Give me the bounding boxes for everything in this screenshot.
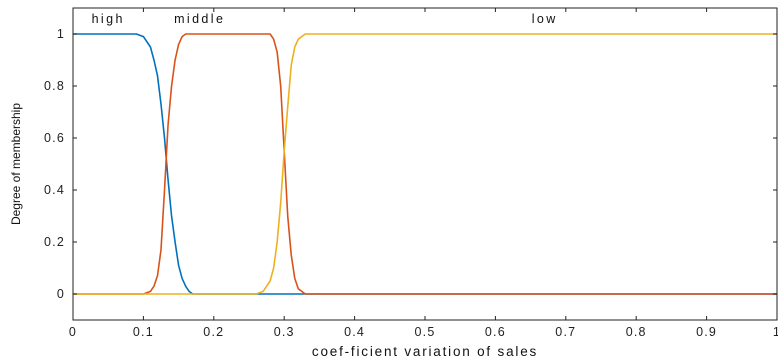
y-tick-label: 0.8 — [44, 79, 65, 93]
y-tick-label: 1 — [57, 27, 65, 41]
x-tick-label: 0.6 — [485, 325, 506, 339]
x-axis: 0 0.1 0.2 0.3 0.4 0.5 0.6 0.7 0.8 0.9 1 — [69, 8, 778, 339]
region-labels: high middle low — [92, 12, 558, 26]
series-line-2 — [73, 33, 777, 295]
x-tick-label: 0.9 — [696, 325, 717, 339]
x-axis-label: coef-ficient variation of sales — [312, 344, 538, 359]
y-tick-label: 0.2 — [44, 235, 65, 249]
x-tick-label: 0.8 — [626, 325, 647, 339]
series-line-3 — [73, 33, 777, 295]
y-tick-label: 0.4 — [44, 183, 65, 197]
y-tick-label: 0.6 — [44, 131, 65, 145]
y-axis-label: Degree of membership — [9, 103, 23, 225]
series-line-1 — [73, 33, 777, 295]
region-label-high: high — [92, 12, 125, 26]
plot-frame — [72, 7, 778, 321]
series-layer — [73, 33, 777, 295]
x-tick-label: 0.4 — [344, 325, 365, 339]
x-tick-label: 0.7 — [555, 325, 576, 339]
x-tick-label: 0.2 — [203, 325, 224, 339]
y-axis: 0 0.2 0.4 0.6 0.8 1 — [44, 27, 777, 301]
x-tick-label: 0 — [69, 325, 77, 339]
x-tick-label: 0.5 — [415, 325, 436, 339]
x-tick-label: 0.1 — [133, 325, 154, 339]
y-tick-label: 0 — [57, 287, 65, 301]
region-label-middle: middle — [174, 12, 225, 26]
region-label-low: low — [532, 12, 558, 26]
x-tick-label: 0.3 — [274, 325, 295, 339]
x-tick-label: 1 — [773, 325, 778, 339]
